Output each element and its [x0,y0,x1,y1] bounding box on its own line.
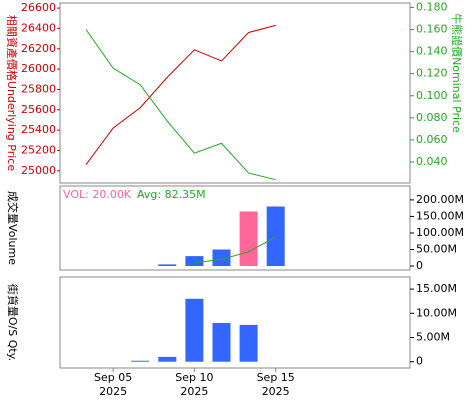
bar [266,206,285,267]
y2-tick-label: 5.00M [416,331,450,344]
bar [185,256,204,267]
y2-tick-label: 0 [416,259,423,272]
y2-tick-label: 0.080 [416,111,448,124]
line [85,29,276,181]
y2-tick-label: 0.060 [416,133,448,146]
y-tick-label: 25000 [21,164,56,177]
y2-tick-label: 0.120 [416,67,448,80]
y-axis-label: 成交量Volume [6,191,20,265]
y2-tick-label: 0.160 [416,23,448,36]
bar [239,324,258,362]
legend-entry: Avg: 82.35M [137,188,206,201]
y2-axis-label: 牛熊證價Nominal Price [450,13,464,133]
y-tick-label: 25400 [21,123,56,136]
bar [212,322,231,362]
y-tick-label: 26400 [21,21,56,34]
y-tick-label: 26000 [21,62,56,75]
y-tick-label: 26600 [21,1,56,14]
line [85,24,276,165]
y-tick-label: 25600 [21,103,56,116]
line [194,236,276,264]
y-tick-label: 25800 [21,82,56,95]
x-tick-label: Sep 10 [175,371,213,384]
y-tick-label: 25200 [21,143,56,156]
y2-tick-label: 0.100 [416,89,448,102]
bar [131,360,150,362]
bar [212,249,231,267]
y2-tick-label: 0.040 [416,155,448,168]
y2-tick-label: 150.00M [416,209,464,222]
y2-tick-label: 0.140 [416,45,448,58]
y-axis-label: 街貨量O/S Qty. [6,284,20,361]
bar [158,264,177,267]
y-tick-label: 26200 [21,42,56,55]
y2-tick-label: 0.180 [416,0,448,13]
panel-frame [59,276,411,369]
bar [185,298,204,362]
y-axis-label: 相關資產價格Underlying Price [5,15,19,171]
panel-frame [59,2,411,184]
x-tick-sublabel: 2025 [180,385,208,398]
bar [239,211,258,267]
y2-tick-label: 100.00M [416,226,464,239]
y2-tick-label: 15.00M [416,282,457,295]
y2-tick-label: 0 [416,355,423,368]
x-tick-label: Sep 05 [94,371,132,384]
x-tick-label: Sep 15 [257,371,295,384]
x-tick-sublabel: 2025 [262,385,290,398]
legend-entry: VOL: 20.00K [63,188,132,201]
y2-tick-label: 50.00M [416,242,457,255]
y2-tick-label: 200.00M [416,193,464,206]
bar [158,356,177,362]
x-tick-sublabel: 2025 [99,385,127,398]
y2-tick-label: 10.00M [416,306,457,319]
